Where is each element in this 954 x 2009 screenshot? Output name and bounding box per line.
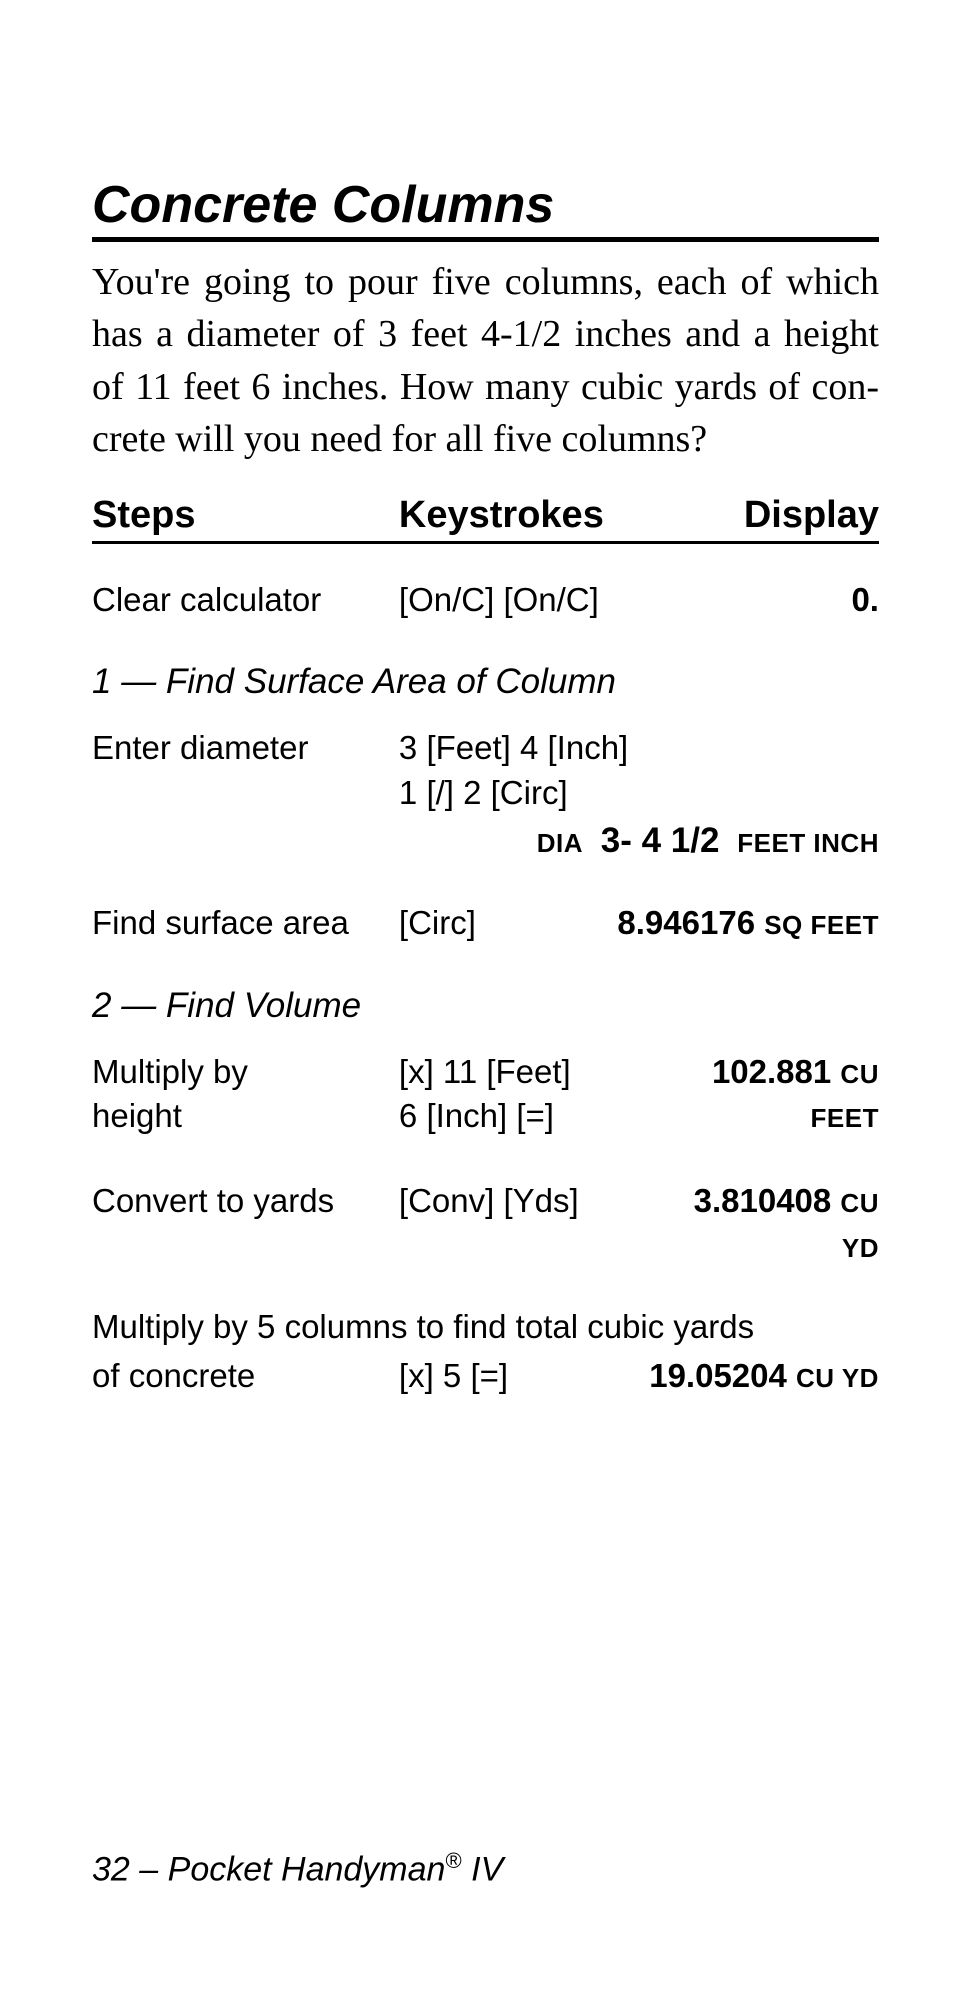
display-height: 102.881 CU FEET bbox=[682, 1050, 879, 1139]
row-clear: Clear calculator [On/C] [On/C] 0. bbox=[92, 578, 879, 623]
height-value: 102.881 bbox=[712, 1053, 831, 1090]
table-header-row: Steps Keystrokes Display bbox=[92, 494, 879, 544]
keys-total: [x] 5 [=] bbox=[399, 1354, 572, 1399]
footer-sep: – bbox=[130, 1850, 168, 1888]
footer-page-number: 32 bbox=[92, 1850, 130, 1888]
row-surface: Find surface area [Circ] 8.946176 SQ FEE… bbox=[92, 901, 879, 946]
keys-height: [x] 11 [Feet] 6 [Inch] [=] bbox=[399, 1050, 682, 1139]
display-yards: 3.810408 CU YD bbox=[682, 1179, 879, 1268]
footer-registered: ® bbox=[445, 1848, 461, 1873]
step-yards: Convert to yards bbox=[92, 1179, 399, 1224]
section-1-heading: 1 — Find Surface Area of Column bbox=[92, 662, 879, 702]
display-diameter-result: DIA 3- 4 1/2 FEET INCH bbox=[92, 821, 879, 861]
footer-suffix: IV bbox=[462, 1850, 504, 1888]
row-yards: Convert to yards [Conv] [Yds] 3.810408 C… bbox=[92, 1179, 879, 1268]
intro-paragraph: You're going to pour five columns, each … bbox=[92, 256, 879, 466]
step-diameter: Enter diameter bbox=[92, 726, 399, 771]
header-steps: Steps bbox=[92, 494, 399, 537]
surface-value: 8.946176 bbox=[617, 904, 755, 941]
yards-unit: CU YD bbox=[840, 1188, 879, 1263]
display-surface: 8.946176 SQ FEET bbox=[525, 901, 879, 946]
dia-unit: FEET INCH bbox=[737, 828, 879, 858]
keys-diameter: 3 [Feet] 4 [Inch] 1 [/] 2 [Circ] bbox=[399, 726, 682, 815]
total-unit: CU YD bbox=[796, 1363, 879, 1393]
keys-surface: [Circ] bbox=[399, 901, 525, 946]
step-surface: Find surface area bbox=[92, 901, 399, 946]
surface-unit: SQ FEET bbox=[764, 910, 879, 940]
page: Concrete Columns You're going to pour fi… bbox=[0, 0, 954, 2009]
total-intro: Multiply by 5 columns to find total cubi… bbox=[92, 1308, 879, 1346]
display-clear: 0. bbox=[682, 578, 879, 623]
keys-clear: [On/C] [On/C] bbox=[399, 578, 682, 623]
header-display: Display bbox=[682, 494, 879, 537]
row-diameter: Enter diameter 3 [Feet] 4 [Inch] 1 [/] 2… bbox=[92, 726, 879, 815]
step-clear: Clear calculator bbox=[92, 578, 399, 623]
dia-label: DIA bbox=[537, 828, 583, 858]
total-value: 19.05204 bbox=[649, 1357, 787, 1394]
row-height: Multiply by height [x] 11 [Feet] 6 [Inch… bbox=[92, 1050, 879, 1139]
header-keystrokes: Keystrokes bbox=[399, 494, 682, 537]
display-total: 19.05204 CU YD bbox=[572, 1354, 879, 1399]
page-footer: 32 – Pocket Handyman® IV bbox=[92, 1848, 503, 1889]
footer-product: Pocket Handyman bbox=[168, 1850, 446, 1888]
keys-height-line2: 6 [Inch] [=] bbox=[399, 1094, 682, 1139]
keys-yards: [Conv] [Yds] bbox=[399, 1179, 682, 1224]
keys-diameter-line1: 3 [Feet] 4 [Inch] bbox=[399, 726, 682, 771]
section-2-heading: 2 — Find Volume bbox=[92, 986, 879, 1026]
row-total: of concrete [x] 5 [=] 19.05204 CU YD bbox=[92, 1354, 879, 1399]
step-height-line2: height bbox=[92, 1094, 399, 1139]
step-total: of concrete bbox=[92, 1354, 399, 1399]
keys-height-line1: [x] 11 [Feet] bbox=[399, 1050, 682, 1095]
yards-value: 3.810408 bbox=[694, 1182, 832, 1219]
keys-diameter-line2: 1 [/] 2 [Circ] bbox=[399, 771, 682, 816]
step-height: Multiply by height bbox=[92, 1050, 399, 1139]
dia-value: 3- 4 1/2 bbox=[601, 821, 720, 860]
page-title: Concrete Columns bbox=[92, 175, 879, 242]
step-height-line1: Multiply by bbox=[92, 1050, 399, 1095]
